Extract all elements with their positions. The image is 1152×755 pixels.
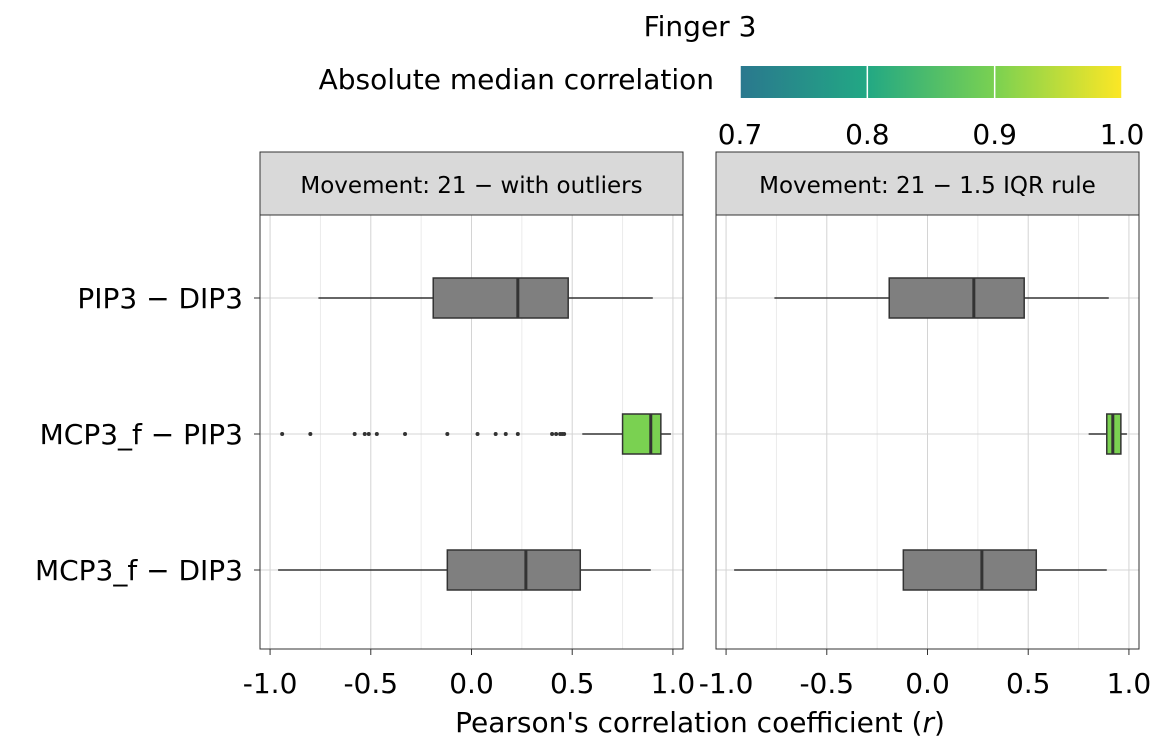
outlier-point <box>493 432 498 436</box>
panel-strip <box>259 151 684 216</box>
outlier-point <box>550 432 555 436</box>
legend-tick-label: 0.7 <box>718 118 763 151</box>
legend-tick-label: 0.9 <box>972 118 1017 151</box>
x-axis-label: Pearson's correlation coefficient (r) <box>455 706 945 739</box>
outlier-point <box>475 432 480 436</box>
box <box>902 549 1038 591</box>
panel-strip <box>715 151 1140 216</box>
legend-title: Absolute median correlation <box>319 63 714 96</box>
outlier-point <box>308 432 313 436</box>
outlier-point <box>562 432 567 436</box>
box <box>621 413 662 455</box>
chart-title: Finger 3 <box>644 10 757 43</box>
panel-title: Movement: 21 − 1.5 IQR rule <box>759 173 1096 199</box>
x-tick-label: 1.0 <box>651 667 696 700</box>
outlier-point <box>445 432 450 436</box>
x-tick-label: -1.0 <box>243 667 298 700</box>
x-tick-label: 1.0 <box>1107 667 1152 700</box>
outlier-point <box>403 432 408 436</box>
legend: Absolute median correlation 0.7 0.8 0.9 1.0 <box>319 63 1145 151</box>
panel-with-outliers: Movement: 21 − with outliers -1.0 -0.5 0.0… <box>243 151 696 700</box>
y-tick-label: MCP3_f − DIP3 <box>35 554 243 587</box>
legend-tick-label: 1.0 <box>1100 118 1145 151</box>
x-tick-label: -0.5 <box>799 667 854 700</box>
x-tick-label: 0.0 <box>905 667 950 700</box>
outlier-point <box>554 432 559 436</box>
x-tick-label: 0.0 <box>449 667 494 700</box>
y-tick-label: PIP3 − DIP3 <box>77 282 243 315</box>
outlier-point <box>362 432 367 436</box>
legend-colorbar <box>740 66 1122 98</box>
outlier-point <box>352 432 357 436</box>
panel-title: Movement: 21 − with outliers <box>300 173 642 199</box>
box <box>888 277 1025 319</box>
x-tick-label: 0.5 <box>1006 667 1051 700</box>
outlier-point <box>280 432 285 436</box>
x-tick-label: -0.5 <box>343 667 398 700</box>
panel-iqr-rule: Movement: 21 − 1.5 IQR rule -1.0 -0.5 0.0 0… <box>699 151 1152 700</box>
outlier-point <box>366 432 371 436</box>
y-axis: PIP3 − DIP3 MCP3_f − PIP3 MCP3_f − DIP3 <box>35 282 260 587</box>
outlier-point <box>515 432 520 436</box>
x-tick-label: -1.0 <box>699 667 754 700</box>
outlier-point <box>374 432 379 436</box>
box <box>446 549 582 591</box>
legend-tick-label: 0.8 <box>845 118 890 151</box>
outlier-point <box>503 432 508 436</box>
y-tick-label: MCP3_f − PIP3 <box>40 418 243 451</box>
x-tick-label: 0.5 <box>550 667 595 700</box>
box <box>432 277 569 319</box>
